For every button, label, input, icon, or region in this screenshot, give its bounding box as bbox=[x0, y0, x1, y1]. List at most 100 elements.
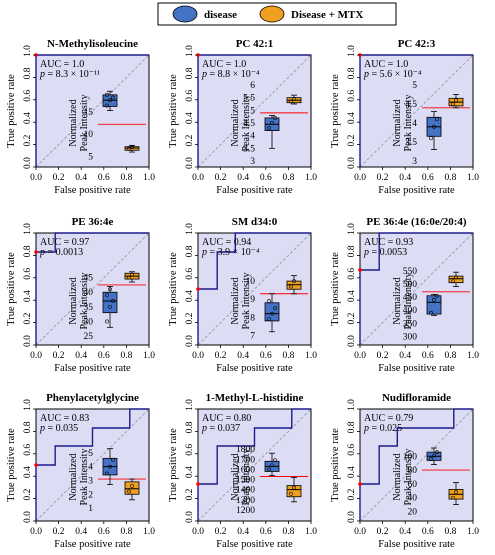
inset-tick-label: 10 bbox=[246, 277, 256, 287]
inset-tick-label: 3 bbox=[412, 157, 417, 167]
panel-title: PE 36:4e (16:0e/20:4) bbox=[366, 216, 467, 228]
inset-tick-label: 500 bbox=[403, 280, 418, 290]
box-point-mtx bbox=[292, 279, 296, 283]
y-tick-label: 0.0 bbox=[347, 511, 357, 523]
x-tick-label: 0.0 bbox=[192, 351, 204, 361]
box-point-mtx bbox=[454, 490, 458, 495]
box-point-disease bbox=[273, 458, 277, 463]
y-tick-label: 0.8 bbox=[347, 245, 357, 257]
inset-tick-label: 40 bbox=[408, 494, 418, 504]
x-tick-label: 0.6 bbox=[260, 527, 272, 537]
y-tick-label: 1.0 bbox=[23, 45, 33, 57]
roc-panel: PC 42:1 0.0 0.0 0.2 0.2 0.4 0.4 0.6 0.6 0.8 0.8 1.0… bbox=[168, 38, 317, 196]
inset-tick-label: 5.5 bbox=[243, 94, 255, 104]
y-axis-label: True positive rate bbox=[6, 74, 17, 148]
roc-panel: SM d34:0 0.0 0.0 0.2 0.2 0.4 0.4 0.6 0.6 0.8 0.8 1.… bbox=[168, 216, 317, 374]
p-value-label: p = 0.0013 bbox=[39, 247, 83, 258]
legend: disease Disease + MTX bbox=[157, 2, 397, 26]
y-tick-label: 1.0 bbox=[23, 223, 33, 235]
x-tick-label: 0.4 bbox=[399, 351, 411, 361]
inset-tick-label: 350 bbox=[403, 319, 418, 329]
x-tick-label: 0.4 bbox=[237, 351, 249, 361]
box-point-mtx bbox=[130, 145, 134, 150]
box-point-disease bbox=[273, 116, 277, 120]
inset-y-label-line1: Normalized bbox=[392, 453, 403, 500]
legend-swatch-mtx bbox=[259, 5, 285, 23]
x-axis-label: False positive rate bbox=[378, 185, 455, 196]
box-point-mtx bbox=[289, 99, 293, 104]
box-point-mtx bbox=[451, 495, 455, 500]
x-tick-label: 1.0 bbox=[143, 351, 155, 361]
roc-panel: 1-Methyl-L-histidine 0.0 0.0 0.2 0.2 0.4 0.4 0.… bbox=[168, 392, 317, 550]
y-tick-label: 0.8 bbox=[347, 421, 357, 433]
inset-tick-label: 400 bbox=[403, 306, 418, 316]
box-point-disease bbox=[111, 95, 115, 100]
box-point-disease bbox=[273, 306, 277, 311]
y-tick-label: 0.6 bbox=[23, 90, 33, 102]
y-tick-label: 0.2 bbox=[185, 488, 195, 500]
x-tick-label: 1.0 bbox=[305, 351, 317, 361]
inset-y-label-line2: Peak Intensity bbox=[241, 273, 252, 330]
box-point-mtx bbox=[451, 102, 455, 106]
inset-tick-label: 1300 bbox=[236, 496, 255, 506]
p-value-label: p = 5.6 × 10⁻⁴ bbox=[363, 69, 422, 80]
box-point-disease bbox=[105, 92, 109, 97]
box-point-mtx bbox=[289, 284, 293, 289]
box-point-disease bbox=[267, 467, 271, 472]
x-tick-label: 0.6 bbox=[422, 173, 434, 183]
box-point-disease bbox=[105, 103, 109, 108]
x-tick-label: 0.2 bbox=[53, 351, 65, 361]
y-tick-label: 0.0 bbox=[23, 335, 33, 347]
diagonal-reference bbox=[35, 54, 150, 168]
diagonal-reference bbox=[197, 54, 312, 168]
auc-label: AUC = 1.0 bbox=[364, 59, 408, 70]
p-value-label: p = 8.3 × 10⁻¹¹ bbox=[39, 69, 100, 80]
x-tick-label: 0.8 bbox=[282, 173, 294, 183]
roc-curve bbox=[197, 408, 311, 521]
inset-tick-label: 9 bbox=[250, 295, 255, 305]
box-point-disease bbox=[108, 98, 112, 103]
y-tick-label: 0.4 bbox=[347, 466, 357, 478]
x-tick-label: 0.8 bbox=[282, 351, 294, 361]
inset-tick-label: 4.5 bbox=[405, 100, 417, 110]
x-axis-label: False positive rate bbox=[216, 185, 293, 196]
inset-tick-label: 45 bbox=[84, 274, 94, 284]
auc-label: AUC = 0.79 bbox=[364, 413, 413, 424]
x-tick-label: 0.2 bbox=[377, 173, 389, 183]
box-point-disease bbox=[270, 311, 274, 316]
y-tick-label: 0.8 bbox=[23, 67, 33, 79]
y-tick-label: 0.6 bbox=[23, 268, 33, 280]
auc-label: AUC = 0.83 bbox=[40, 413, 89, 424]
inset-tick-label: 300 bbox=[403, 332, 418, 342]
inset-y-label-line2: Peak Intensity bbox=[241, 95, 252, 152]
box-point-disease bbox=[429, 136, 433, 141]
panel-title: PE 36:4e bbox=[72, 216, 114, 228]
y-tick-label: 0.2 bbox=[347, 134, 357, 146]
inset-tick-label: 5 bbox=[88, 449, 93, 459]
inset-y-label-line1: Normalized bbox=[68, 277, 79, 324]
inset-tick-label: 5 bbox=[250, 106, 255, 116]
x-tick-label: 0.0 bbox=[30, 351, 42, 361]
diagonal-reference bbox=[359, 232, 474, 346]
y-tick-label: 0.8 bbox=[185, 245, 195, 257]
roc-optimal-point bbox=[34, 463, 38, 467]
inset-tick-label: 1600 bbox=[236, 465, 255, 475]
y-tick-label: 0.4 bbox=[23, 112, 33, 124]
x-tick-label: 0.0 bbox=[30, 527, 42, 537]
x-tick-label: 0.2 bbox=[215, 351, 227, 361]
y-tick-label: 0.0 bbox=[23, 511, 33, 523]
x-tick-label: 0.8 bbox=[120, 351, 132, 361]
y-tick-label: 0.0 bbox=[185, 157, 195, 169]
inset-y-label-line2: Peak Intensity bbox=[79, 95, 90, 152]
x-tick-label: 0.6 bbox=[98, 173, 110, 183]
x-tick-label: 0.2 bbox=[53, 527, 65, 537]
x-tick-label: 0.0 bbox=[30, 173, 42, 183]
y-tick-label: 0.4 bbox=[23, 466, 33, 478]
y-tick-label: 0.6 bbox=[185, 90, 195, 102]
inset-y-label-line2: Peak Intensity bbox=[241, 449, 252, 506]
box-point-mtx bbox=[130, 484, 134, 488]
y-tick-label: 0.0 bbox=[185, 511, 195, 523]
y-tick-label: 0.2 bbox=[185, 312, 195, 324]
x-axis-label: False positive rate bbox=[216, 363, 293, 374]
